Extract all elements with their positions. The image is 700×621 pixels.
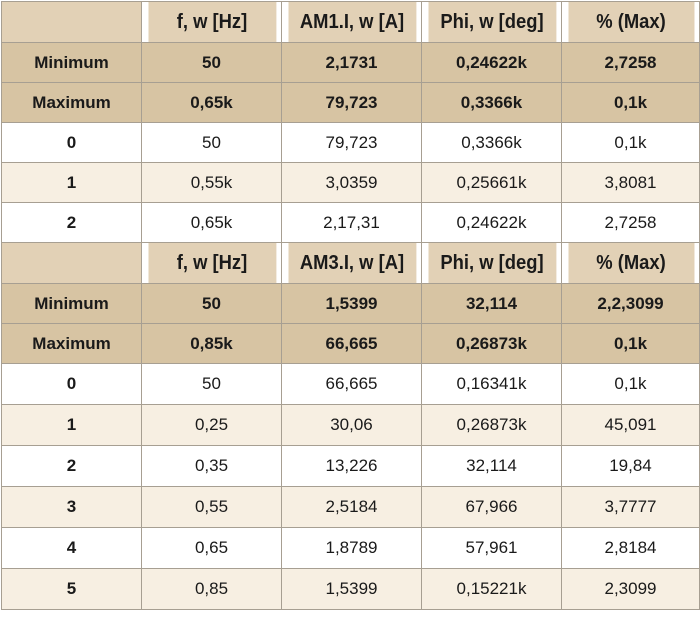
table-cell: 0,65k [141,82,282,123]
row-label: Maximum [1,323,142,364]
header-cell-empty [1,242,142,284]
table-cell: 0,65 [141,527,282,569]
table-cell: 0,25 [141,404,282,446]
row-index: 1 [1,404,142,446]
row-label: Minimum [1,42,142,83]
table-cell: 3,7777 [561,486,700,528]
header-cell-percent: % (Max) [566,1,695,43]
row-index: 2 [1,445,142,487]
header-cell-phase: Phi, w [deg] [426,242,557,284]
table-cell: 66,665 [281,363,422,405]
row-label: Minimum [1,283,142,324]
table-cell: 50 [141,283,282,324]
table-cell: 0,1k [561,363,700,405]
table-row: 3 0,55 2,5184 67,966 3,7777 [1,486,700,528]
header-cell-frequency: f, w [Hz] [146,1,277,43]
table-cell: 0,24622k [421,42,562,83]
row-index: 1 [1,162,142,203]
measurement-table: f, w [Hz] AM1.I, w [A] Phi, w [deg] % (M… [1,1,700,610]
table-cell: 57,961 [421,527,562,569]
table-cell: 32,114 [421,283,562,324]
table-row: 2 0,35 13,226 32,114 19,84 [1,445,700,487]
table-cell: 79,723 [281,122,422,163]
table-cell: 2,8184 [561,527,700,569]
row-index: 0 [1,363,142,405]
table-cell: 0,26873k [421,404,562,446]
table-cell: 0,35 [141,445,282,487]
table-cell: 3,8081 [561,162,700,203]
header-cell-frequency: f, w [Hz] [146,242,277,284]
table-cell: 3,0359 [281,162,422,203]
table-cell: 50 [141,122,282,163]
table-cell: 0,65k [141,202,282,243]
table-cell: 66,665 [281,323,422,364]
table-cell: 0,1k [561,122,700,163]
table-cell: 19,84 [561,445,700,487]
row-index: 5 [1,568,142,610]
table-section-am3: f, w [Hz] AM3.I, w [A] Phi, w [deg] % (M… [1,242,700,610]
table-cell: 0,1k [561,82,700,123]
table-cell: 0,1k [561,323,700,364]
minimum-row: Minimum 50 1,5399 32,114 2,2,3099 [1,283,700,324]
table-cell: 0,55 [141,486,282,528]
table-cell: 2,17,31 [281,202,422,243]
table-cell: 67,966 [421,486,562,528]
row-index: 3 [1,486,142,528]
table-cell: 1,5399 [281,283,422,324]
header-cell-phase: Phi, w [deg] [426,1,557,43]
table-cell: 2,5184 [281,486,422,528]
table-cell: 0,55k [141,162,282,203]
table-row: 2 0,65k 2,17,31 0,24622k 2,7258 [1,202,700,243]
table-row: 0 50 66,665 0,16341k 0,1k [1,363,700,405]
header-cell-empty [1,1,142,43]
table-cell: 0,25661k [421,162,562,203]
table-cell: 50 [141,42,282,83]
maximum-row: Maximum 0,65k 79,723 0,3366k 0,1k [1,82,700,123]
table-cell: 2,7258 [561,42,700,83]
table-cell: 2,7258 [561,202,700,243]
minimum-row: Minimum 50 2,1731 0,24622k 2,7258 [1,42,700,83]
table-cell: 0,85 [141,568,282,610]
table-cell: 2,1731 [281,42,422,83]
table-cell: 1,8789 [281,527,422,569]
header-row: f, w [Hz] AM1.I, w [A] Phi, w [deg] % (M… [1,1,700,43]
table-cell: 2,2,3099 [561,283,700,324]
header-cell-current: AM3.I, w [A] [286,242,417,284]
table-cell: 0,15221k [421,568,562,610]
table-cell: 79,723 [281,82,422,123]
table-cell: 0,85k [141,323,282,364]
table-row: 4 0,65 1,8789 57,961 2,8184 [1,527,700,569]
table-row: 5 0,85 1,5399 0,15221k 2,3099 [1,568,700,610]
maximum-row: Maximum 0,85k 66,665 0,26873k 0,1k [1,323,700,364]
header-row: f, w [Hz] AM3.I, w [A] Phi, w [deg] % (M… [1,242,700,284]
table-cell: 0,3366k [421,122,562,163]
table-cell: 30,06 [281,404,422,446]
header-cell-percent: % (Max) [566,242,695,284]
table-cell: 1,5399 [281,568,422,610]
table-row: 1 0,25 30,06 0,26873k 45,091 [1,404,700,446]
table-cell: 13,226 [281,445,422,487]
table-row: 0 50 79,723 0,3366k 0,1k [1,122,700,163]
table-cell: 45,091 [561,404,700,446]
table-cell: 0,24622k [421,202,562,243]
row-label: Maximum [1,82,142,123]
table-cell: 0,26873k [421,323,562,364]
row-index: 0 [1,122,142,163]
table-cell: 0,16341k [421,363,562,405]
header-cell-current: AM1.I, w [A] [286,1,417,43]
table-row: 1 0,55k 3,0359 0,25661k 3,8081 [1,162,700,203]
table-section-am1: f, w [Hz] AM1.I, w [A] Phi, w [deg] % (M… [1,1,700,243]
row-index: 4 [1,527,142,569]
table-cell: 50 [141,363,282,405]
table-cell: 2,3099 [561,568,700,610]
table-cell: 0,3366k [421,82,562,123]
table-cell: 32,114 [421,445,562,487]
row-index: 2 [1,202,142,243]
